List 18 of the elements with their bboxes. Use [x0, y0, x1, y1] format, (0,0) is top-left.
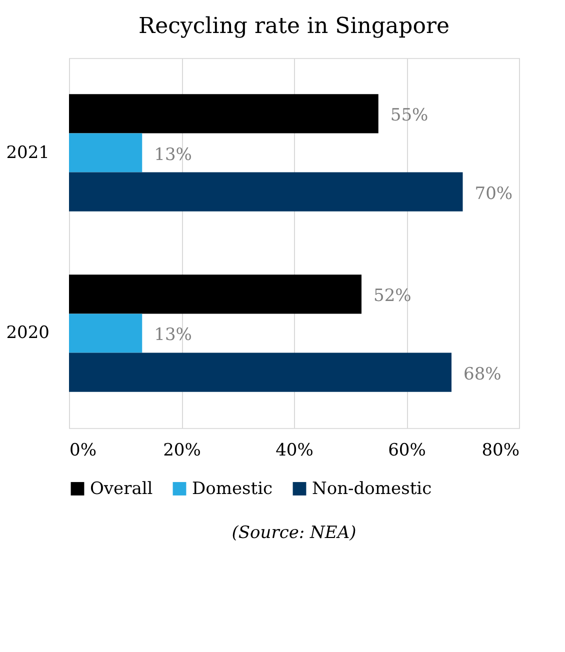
x-tick-label: 60%	[388, 440, 426, 460]
data-label: 68%	[464, 364, 502, 384]
legend-label: Non-domestic	[312, 478, 432, 499]
data-label: 13%	[154, 325, 192, 346]
chart-title: Recycling rate in Singapore	[138, 14, 450, 39]
data-label: 13%	[154, 144, 192, 165]
x-tick-label: 20%	[163, 440, 201, 460]
data-label: 55%	[390, 106, 428, 126]
x-tick-label: 0%	[70, 440, 96, 460]
x-tick-label: 40%	[276, 440, 314, 460]
text: (Source: NEA)	[232, 523, 356, 543]
y-tick-label: 2021	[6, 142, 50, 163]
y-tick-label: 2020	[6, 323, 50, 344]
x-tick-label: 80%	[482, 440, 520, 460]
data-label: 70%	[474, 184, 513, 204]
legend-label: Domestic	[192, 478, 273, 499]
legend-label: Overall	[90, 478, 153, 499]
data-label: 52%	[374, 286, 412, 306]
